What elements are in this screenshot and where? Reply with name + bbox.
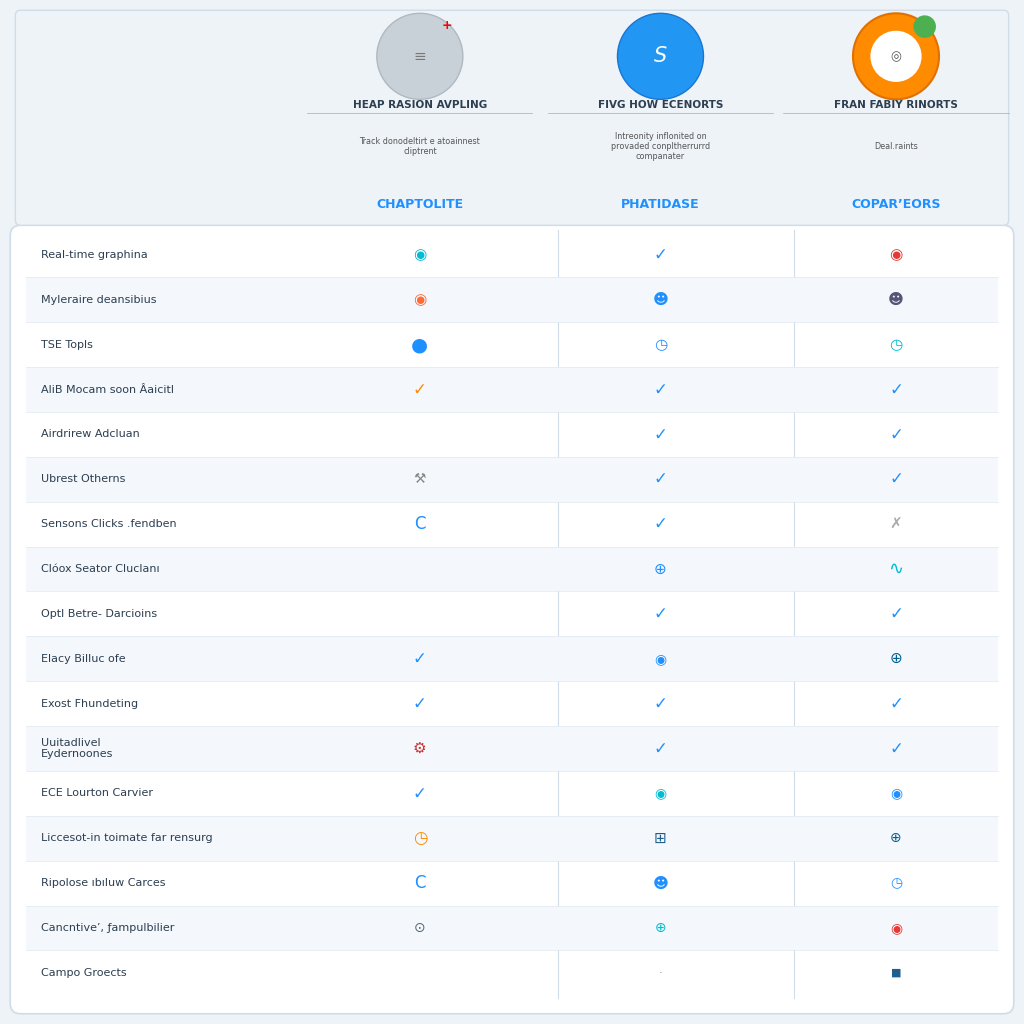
Text: ✓: ✓ xyxy=(653,605,668,623)
Text: ✓: ✓ xyxy=(889,425,903,443)
Text: Sensons Clicks .fendben: Sensons Clicks .fendben xyxy=(41,519,176,529)
Text: ✓: ✓ xyxy=(889,694,903,713)
Text: ECE Lourton Carvier: ECE Lourton Carvier xyxy=(41,788,153,799)
Text: CHAPTOLITE: CHAPTOLITE xyxy=(376,199,464,211)
Text: ⊕: ⊕ xyxy=(890,831,902,845)
Text: Ubrest Otherns: Ubrest Otherns xyxy=(41,474,125,484)
Text: ✓: ✓ xyxy=(653,381,668,398)
Text: Myleraire deansibius: Myleraire deansibius xyxy=(41,295,157,305)
FancyBboxPatch shape xyxy=(10,225,1014,1014)
Text: Elacy Billuc ofe: Elacy Billuc ofe xyxy=(41,653,126,664)
Text: ⊞: ⊞ xyxy=(654,830,667,846)
Circle shape xyxy=(870,31,922,82)
Text: ✓: ✓ xyxy=(413,650,427,668)
Bar xyxy=(26,367,998,412)
Text: ⊕: ⊕ xyxy=(890,651,902,667)
Text: FIVG HOW ECENORTS: FIVG HOW ECENORTS xyxy=(598,100,723,111)
Text: ✓: ✓ xyxy=(653,470,668,488)
Text: ◉: ◉ xyxy=(654,786,667,801)
Circle shape xyxy=(377,13,463,99)
Text: ◉: ◉ xyxy=(890,248,902,262)
Text: ✓: ✓ xyxy=(889,739,903,758)
Text: AliB Mocam soon Âaicitl: AliB Mocam soon Âaicitl xyxy=(41,384,174,394)
Text: Ripolose ıbıluw Carces: Ripolose ıbıluw Carces xyxy=(41,879,166,888)
Text: ◷: ◷ xyxy=(413,829,427,847)
Text: ∿: ∿ xyxy=(889,560,903,578)
Text: ◉: ◉ xyxy=(414,292,426,307)
Text: ⊙: ⊙ xyxy=(414,921,426,935)
Text: Cancntive’, ƒampulbilier: Cancntive’, ƒampulbilier xyxy=(41,923,174,933)
Text: C: C xyxy=(414,515,426,534)
Text: ✓: ✓ xyxy=(653,694,668,713)
Text: ◉: ◉ xyxy=(890,921,902,935)
Text: Deal.raints: Deal.raints xyxy=(874,142,918,151)
Text: ■: ■ xyxy=(891,968,901,978)
Text: Campo Groects: Campo Groects xyxy=(41,968,127,978)
Text: Exost Fhundeting: Exost Fhundeting xyxy=(41,698,138,709)
Text: Clóox Seator Cluclanı: Clóox Seator Cluclanı xyxy=(41,564,160,574)
Text: ◉: ◉ xyxy=(890,786,902,801)
Text: ◷: ◷ xyxy=(654,337,667,352)
Text: ⚒: ⚒ xyxy=(414,472,426,486)
Text: Track donodeltirt e atoainnest
cliptrent: Track donodeltirt e atoainnest cliptrent xyxy=(359,137,480,156)
Text: ⊕: ⊕ xyxy=(654,921,667,935)
Text: ✓: ✓ xyxy=(413,784,427,803)
Text: COPAR’EORS: COPAR’EORS xyxy=(851,199,941,211)
Bar xyxy=(26,636,998,681)
Text: ✓: ✓ xyxy=(413,381,427,398)
Text: ◷: ◷ xyxy=(890,877,902,890)
Text: ☻: ☻ xyxy=(888,292,904,307)
Bar xyxy=(26,278,998,323)
Text: +: + xyxy=(441,19,452,32)
Text: ◉: ◉ xyxy=(414,248,426,262)
Text: ⊕: ⊕ xyxy=(654,561,667,577)
Text: Uuitadlivel
Eydernoones: Uuitadlivel Eydernoones xyxy=(41,737,114,760)
Text: ◉: ◉ xyxy=(654,651,667,666)
Circle shape xyxy=(853,13,939,99)
Text: ☻: ☻ xyxy=(652,292,669,307)
Circle shape xyxy=(913,15,936,38)
Text: ✓: ✓ xyxy=(653,515,668,534)
Text: Airdrirew Adcluan: Airdrirew Adcluan xyxy=(41,429,139,439)
Text: ◷: ◷ xyxy=(890,337,902,352)
Text: ✓: ✓ xyxy=(653,739,668,758)
Bar xyxy=(26,905,998,950)
Text: FRAN FABIY RINORTS: FRAN FABIY RINORTS xyxy=(835,100,957,111)
Bar xyxy=(26,816,998,861)
Bar xyxy=(26,457,998,502)
Text: PHATIDASE: PHATIDASE xyxy=(622,199,699,211)
Text: ✓: ✓ xyxy=(653,425,668,443)
Text: TSE Topls: TSE Topls xyxy=(41,340,93,349)
Text: Optl Betre- Darcioins: Optl Betre- Darcioins xyxy=(41,609,157,618)
Bar xyxy=(26,547,998,592)
Text: ✓: ✓ xyxy=(889,605,903,623)
Text: Real-time graphina: Real-time graphina xyxy=(41,250,147,260)
Text: ●: ● xyxy=(412,335,428,354)
Text: ✗: ✗ xyxy=(890,517,902,531)
Text: ≡: ≡ xyxy=(414,49,426,63)
Bar xyxy=(26,726,998,771)
Text: ✓: ✓ xyxy=(653,246,668,264)
Text: Intreonity inflonited on
provaded conpltherrurrd
companater: Intreonity inflonited on provaded conplt… xyxy=(611,131,710,162)
Circle shape xyxy=(617,13,703,99)
Text: Liccesot-in toimate far rensurg: Liccesot-in toimate far rensurg xyxy=(41,834,213,844)
Text: ◎: ◎ xyxy=(891,50,901,62)
Text: ✓: ✓ xyxy=(889,470,903,488)
Text: HEAP RASION AVPLING: HEAP RASION AVPLING xyxy=(352,100,487,111)
Text: S: S xyxy=(654,46,667,67)
Text: ✓: ✓ xyxy=(413,694,427,713)
FancyBboxPatch shape xyxy=(15,10,1009,225)
Text: ✓: ✓ xyxy=(889,381,903,398)
Text: ·: · xyxy=(658,968,663,978)
Text: ⚙: ⚙ xyxy=(413,741,427,756)
Text: ☻: ☻ xyxy=(652,876,669,891)
Text: C: C xyxy=(414,874,426,892)
